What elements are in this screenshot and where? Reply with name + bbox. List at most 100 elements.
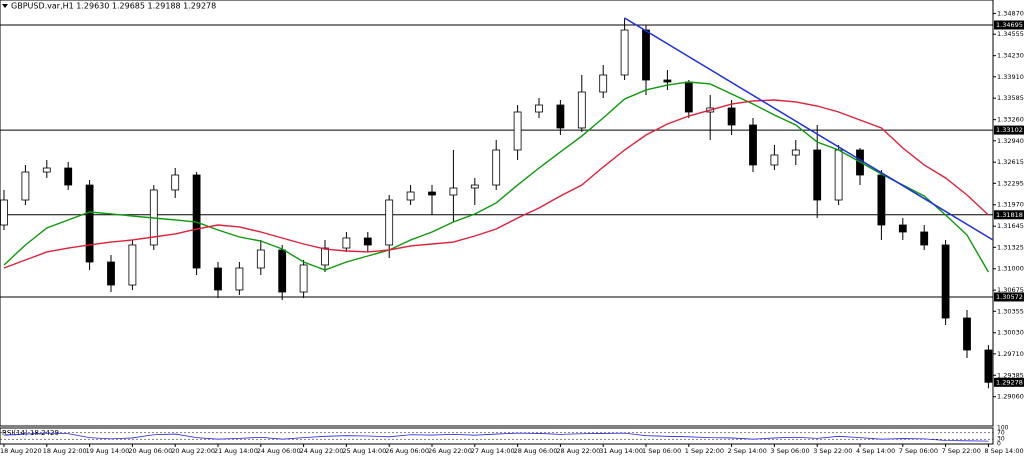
candle-body bbox=[21, 171, 30, 201]
x-tick-label: 27 Aug 14:00 bbox=[471, 447, 515, 455]
candle-body bbox=[235, 267, 244, 291]
y-tick-label: 1.31000 bbox=[997, 265, 1024, 273]
x-tick-label: 4 Sep 14:00 bbox=[856, 447, 895, 455]
candle-body bbox=[406, 191, 415, 201]
candle-body bbox=[171, 174, 180, 191]
trendline bbox=[624, 17, 994, 241]
rsi-panel bbox=[0, 427, 994, 445]
candle-body bbox=[684, 81, 693, 113]
candle-body bbox=[620, 29, 629, 76]
y-tick-label: 1.31645 bbox=[997, 222, 1024, 230]
y-tick-label: 1.32295 bbox=[997, 179, 1024, 187]
rsi-tick-label: 0 bbox=[997, 441, 1001, 448]
x-tick-label: 21 Aug 14:00 bbox=[214, 447, 258, 455]
x-tick-label: 25 Aug 14:00 bbox=[342, 447, 386, 455]
rsi-label: RSI(14) 18.2429 bbox=[2, 429, 59, 437]
y-tick-label: 1.31325 bbox=[997, 243, 1024, 251]
level-label: 1.34695 bbox=[996, 21, 1023, 29]
x-tick-label: 26 Aug 06:00 bbox=[385, 447, 429, 455]
candle-body bbox=[107, 261, 115, 286]
x-tick-label: 28 Aug 22:00 bbox=[556, 447, 600, 455]
candle-body bbox=[0, 199, 8, 226]
candle-body bbox=[727, 107, 736, 126]
last-price-label: 1.29278 bbox=[996, 378, 1023, 386]
x-tick-label: 1 Sep 22:00 bbox=[685, 447, 724, 455]
candle-body bbox=[64, 167, 73, 186]
candle-body bbox=[128, 244, 137, 286]
candle-body bbox=[342, 237, 351, 249]
candle-body bbox=[577, 91, 586, 129]
moving-average bbox=[3, 81, 990, 273]
candle-body bbox=[492, 149, 501, 186]
x-tick-label: 28 Aug 06:00 bbox=[514, 447, 558, 455]
main-panel bbox=[0, 0, 994, 427]
x-tick-label: 1 Sep 06:00 bbox=[642, 447, 681, 455]
candle-body bbox=[877, 174, 886, 226]
x-tick-label: 18 Aug 22:00 bbox=[43, 447, 87, 455]
candle-body bbox=[834, 149, 843, 201]
candle-body bbox=[791, 149, 800, 156]
level-box bbox=[994, 20, 1024, 30]
y-tick-label: 1.29060 bbox=[997, 393, 1024, 401]
y-tick-label: 1.32940 bbox=[997, 137, 1024, 145]
y-tick-label: 1.29710 bbox=[997, 350, 1024, 358]
y-tick-label: 1.33910 bbox=[997, 73, 1024, 81]
candle-body bbox=[770, 154, 779, 166]
y-tick-label: 1.30030 bbox=[997, 329, 1024, 337]
candle-body bbox=[941, 244, 950, 319]
candle-body bbox=[470, 184, 479, 189]
x-tick-label: 20 Aug 22:00 bbox=[171, 447, 215, 455]
x-tick-label: 24 Aug 22:00 bbox=[300, 447, 344, 455]
rsi-tick-label: 70 bbox=[997, 429, 1005, 436]
candle-body bbox=[299, 264, 308, 293]
candle-body bbox=[749, 124, 757, 166]
rsi-line bbox=[3, 432, 989, 442]
candle-body bbox=[449, 187, 458, 196]
moving-average bbox=[3, 99, 989, 269]
candle-body bbox=[513, 111, 522, 151]
x-tick-label: 3 Sep 22:00 bbox=[813, 447, 852, 455]
x-tick-label: 7 Sep 06:00 bbox=[899, 447, 938, 455]
candle-body bbox=[813, 149, 822, 201]
candle-body bbox=[920, 231, 929, 246]
y-tick-label: 1.33260 bbox=[997, 116, 1024, 124]
candle-body bbox=[984, 349, 993, 383]
level-label: 1.30572 bbox=[996, 293, 1023, 301]
candle-body bbox=[321, 247, 329, 266]
x-tick-label: 19 Aug 14:00 bbox=[86, 447, 130, 455]
y-tick-label: 1.30675 bbox=[997, 286, 1024, 294]
candle-body bbox=[85, 184, 94, 263]
y-tick-label: 1.34230 bbox=[997, 52, 1024, 60]
candle-body bbox=[963, 317, 971, 351]
x-tick-label: 2 Sep 14:00 bbox=[728, 447, 767, 455]
candle-body bbox=[898, 224, 907, 233]
x-tick-label: 3 Sep 06:00 bbox=[770, 447, 809, 455]
candle-body bbox=[42, 167, 51, 173]
candle-body bbox=[256, 249, 265, 269]
level-label: 1.31818 bbox=[996, 211, 1023, 219]
menu-arrow[interactable] bbox=[2, 4, 8, 8]
candle-body bbox=[599, 74, 608, 93]
last-price-box bbox=[994, 377, 1024, 387]
candle-body bbox=[556, 104, 565, 129]
candle-body bbox=[663, 79, 672, 83]
level-box bbox=[994, 125, 1024, 135]
y-tick-label: 1.32615 bbox=[997, 158, 1024, 166]
rsi-tick-label: 30 bbox=[997, 436, 1005, 443]
candle-body bbox=[535, 104, 543, 113]
x-tick-label: 24 Aug 06:00 bbox=[257, 447, 301, 455]
y-tick-label: 1.29385 bbox=[997, 371, 1024, 379]
x-tick-label: 26 Aug 22:00 bbox=[428, 447, 472, 455]
y-tick-label: 1.31970 bbox=[997, 201, 1024, 209]
candle-body bbox=[385, 199, 394, 246]
candle-body bbox=[214, 267, 222, 291]
x-tick-label: 20 Aug 06:00 bbox=[128, 447, 172, 455]
level-box bbox=[994, 210, 1024, 220]
level-box bbox=[994, 292, 1024, 302]
y-tick-label: 1.33585 bbox=[997, 94, 1024, 102]
candle-body bbox=[642, 29, 650, 81]
candle-body bbox=[278, 249, 287, 293]
x-tick-label: 18 Aug 2020 bbox=[0, 447, 42, 455]
y-tick-label: 1.34870 bbox=[997, 9, 1024, 17]
